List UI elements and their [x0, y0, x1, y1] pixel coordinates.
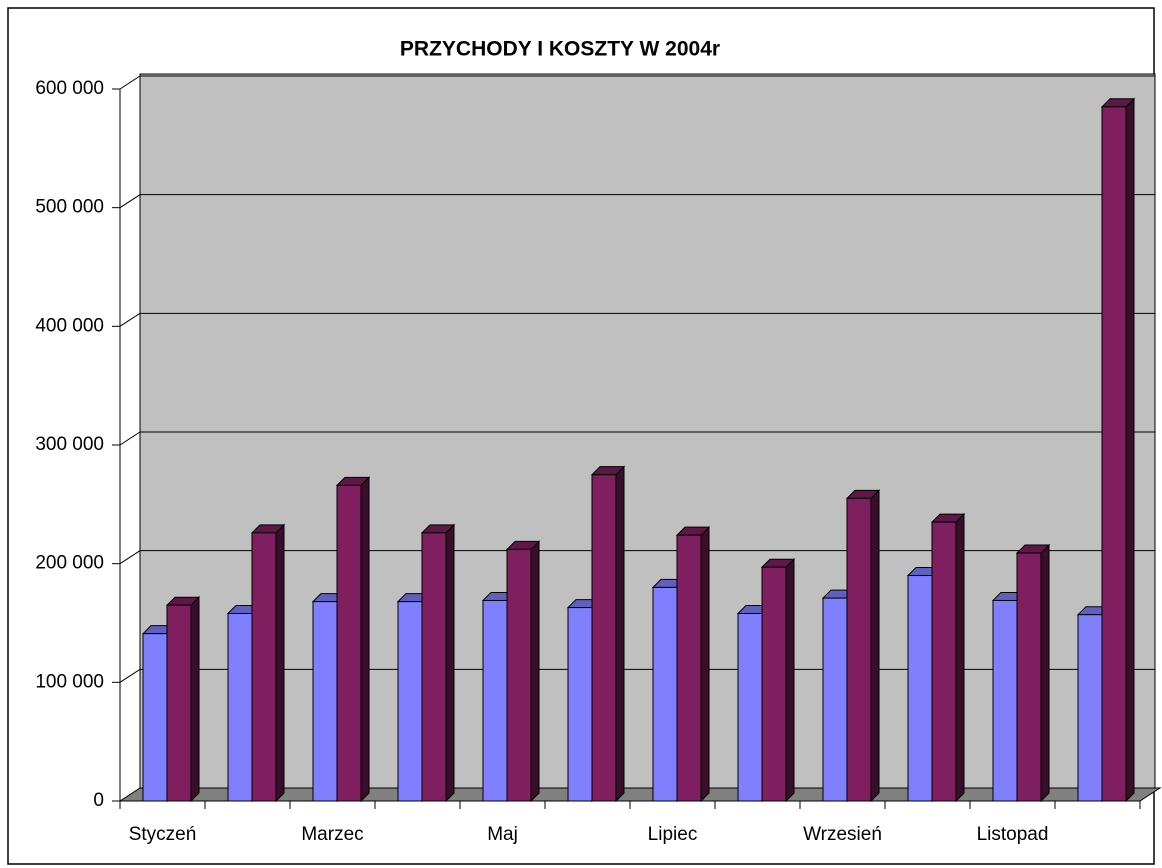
y-tick-label: 200 000	[35, 553, 104, 574]
bar	[652, 586, 678, 802]
bar	[907, 575, 933, 802]
grid-line	[119, 668, 1155, 683]
bar-side	[870, 489, 880, 803]
bar-side	[360, 476, 370, 803]
bar-side	[700, 525, 710, 803]
bar	[761, 566, 787, 802]
bar	[676, 534, 702, 802]
bar-side	[615, 465, 625, 803]
bar	[822, 597, 848, 802]
x-tick-label: Styczeń	[129, 824, 197, 845]
bar	[992, 599, 1018, 802]
y-tick-label: 500 000	[35, 197, 104, 218]
bar-side	[1040, 543, 1050, 803]
x-tick-label: Listopad	[977, 824, 1049, 845]
bar	[166, 604, 192, 802]
bar	[931, 521, 957, 802]
bar-side	[785, 558, 795, 803]
bar	[251, 532, 277, 802]
bar	[591, 474, 617, 802]
bar	[1077, 614, 1103, 802]
bar	[312, 601, 338, 802]
bar-side	[190, 595, 200, 803]
bar	[482, 599, 508, 802]
bar	[506, 548, 532, 802]
chart-title: PRZYCHODY I KOSZTY W 2004r	[400, 38, 720, 61]
y-tick-label: 600 000	[35, 78, 104, 99]
bar	[142, 633, 168, 802]
bar	[336, 484, 362, 802]
bar	[397, 601, 423, 802]
grid-line	[119, 312, 1155, 327]
y-tick-label: 0	[93, 790, 104, 811]
x-tick-label: Wrzesień	[803, 824, 882, 845]
bar-side	[445, 523, 455, 803]
grid-line	[119, 431, 1155, 446]
y-tick-label: 100 000	[35, 671, 104, 692]
grid-line	[119, 75, 1155, 90]
bar	[227, 613, 253, 802]
bar-side	[955, 512, 965, 803]
bar	[1101, 106, 1127, 802]
bar	[846, 497, 872, 802]
bar	[1016, 552, 1042, 802]
x-tick-label: Lipiec	[648, 824, 698, 845]
bar-side	[275, 523, 285, 803]
bar-side	[530, 540, 540, 803]
bar	[567, 607, 593, 802]
x-tick-label: Maj	[487, 824, 518, 845]
grid-line	[119, 550, 1155, 565]
bar-side	[1125, 97, 1135, 803]
bar	[737, 613, 763, 802]
y-tick-label: 400 000	[35, 315, 104, 336]
bar	[421, 532, 447, 802]
grid-line	[119, 194, 1155, 209]
x-tick-label: Marzec	[301, 824, 363, 845]
y-tick-label: 300 000	[35, 434, 104, 455]
